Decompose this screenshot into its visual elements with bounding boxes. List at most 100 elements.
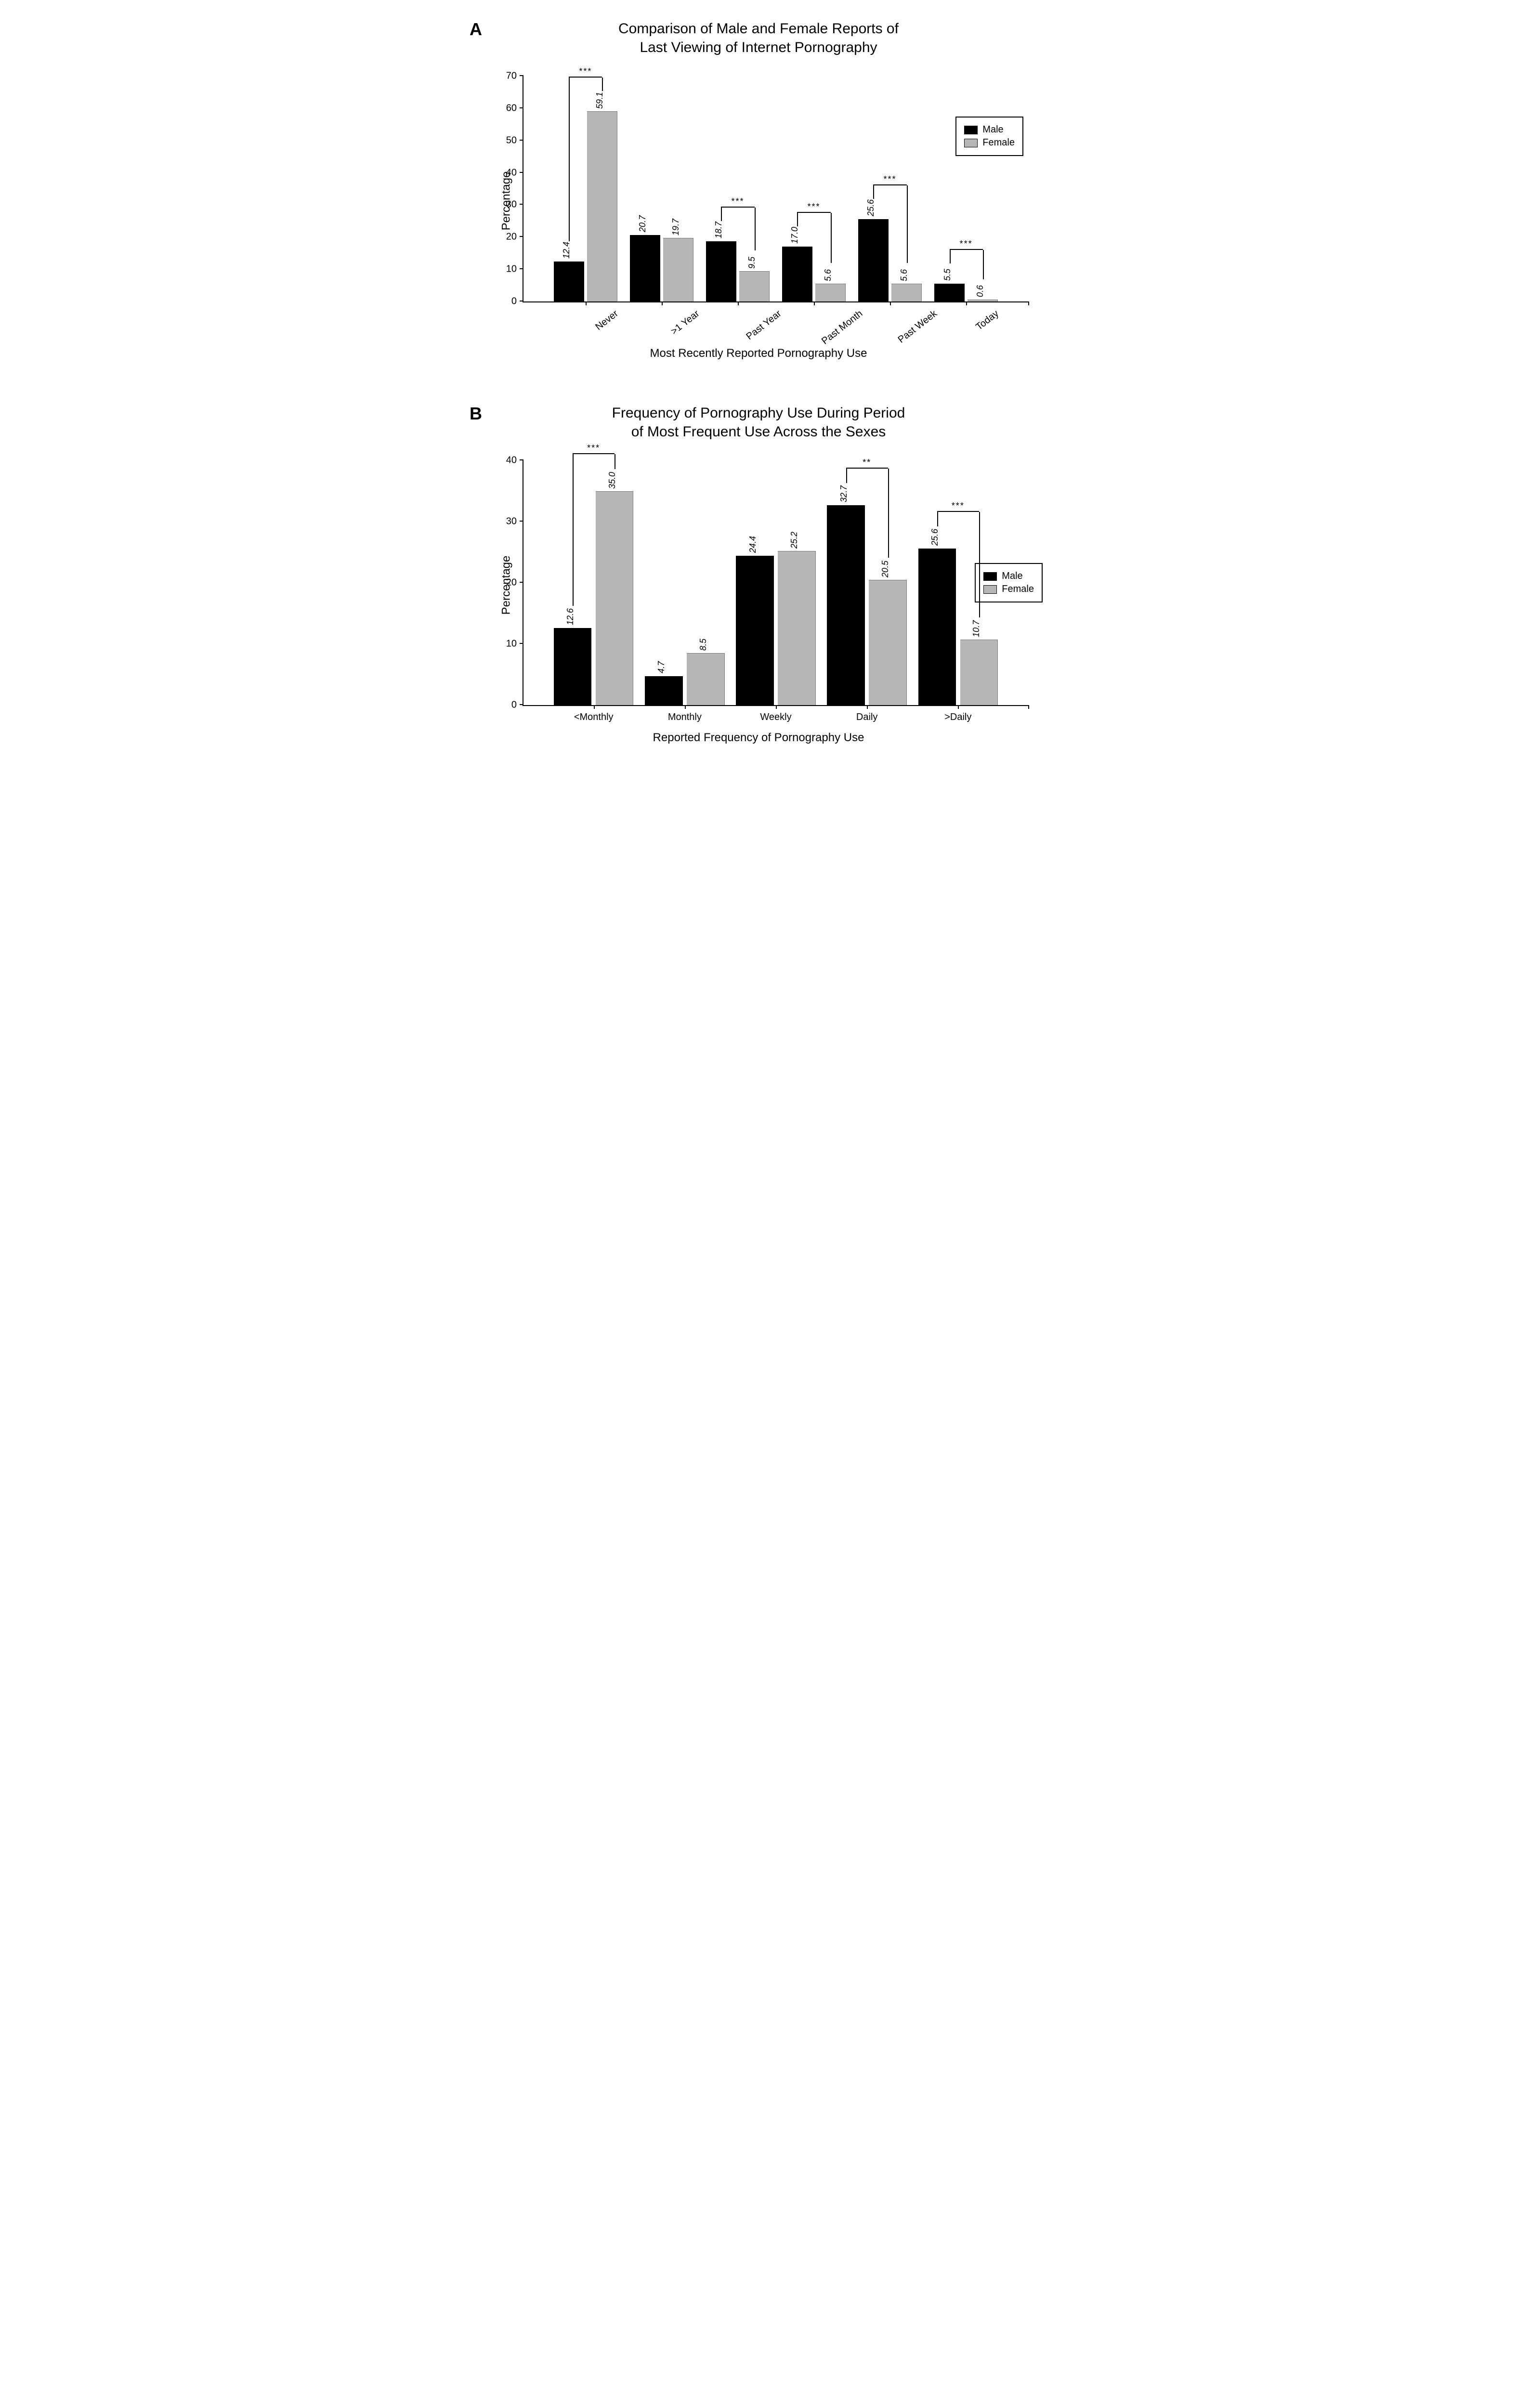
sig-drop	[979, 512, 980, 618]
y-tick	[520, 268, 523, 269]
panel-a-legend: Male Female	[955, 117, 1023, 156]
bar-value-label: 25.2	[789, 532, 799, 549]
legend-swatch-male	[964, 126, 978, 134]
legend-male: Male	[964, 124, 1015, 135]
x-tick	[586, 301, 587, 305]
bar-value-label: 25.6	[866, 199, 876, 216]
sig-bracket: ***	[937, 511, 979, 512]
panel-b-title-line2: of Most Frequent Use Across the Sexes	[631, 424, 886, 440]
y-tick	[520, 643, 523, 644]
y-tick	[520, 140, 523, 141]
sig-label: ***	[807, 202, 820, 212]
bar-female: 8.5	[687, 653, 725, 705]
bar-value-label: 20.7	[638, 215, 648, 232]
x-tick-label: Past Year	[744, 308, 784, 342]
panel-b: B Frequency of Pornography Use During Pe…	[470, 404, 1047, 749]
sig-drop	[873, 185, 874, 199]
panel-a-plot-area: Male Female 010203040506070Never12.459.1…	[523, 76, 1028, 302]
sig-label: ***	[952, 501, 965, 511]
x-tick	[814, 301, 815, 305]
bar-value-label: 35.0	[607, 471, 617, 488]
bar-male: 4.7	[645, 676, 683, 705]
bar-value-label: 5.6	[899, 269, 909, 281]
bar-female: 20.5	[869, 580, 907, 705]
panel-b-chart: Percentage Male Female 010203040<Monthly…	[470, 451, 1047, 749]
legend-female: Female	[983, 584, 1034, 595]
panel-a-title: Comparison of Male and Female Reports of…	[470, 19, 1047, 57]
bar-male: 12.6	[554, 628, 592, 705]
bar-value-label: 25.6	[930, 529, 940, 546]
sig-bracket: ***	[573, 453, 615, 454]
x-tick	[890, 301, 891, 305]
legend-male-label: Male	[982, 124, 1003, 135]
bar-value-label: 18.7	[714, 222, 724, 238]
x-tick	[738, 301, 739, 305]
x-tick	[776, 705, 777, 709]
figure: A Comparison of Male and Female Reports …	[470, 19, 1047, 749]
legend-female-label: Female	[1002, 584, 1034, 595]
legend-swatch-male	[983, 572, 997, 581]
bar-value-label: 20.5	[880, 561, 890, 577]
y-tick	[520, 172, 523, 173]
y-tick-label: 0	[511, 296, 517, 307]
bar-male: 12.4	[554, 262, 584, 301]
x-tick-label: Past Week	[896, 308, 940, 345]
bar-value-label: 32.7	[839, 485, 849, 502]
bar-female: 10.7	[960, 640, 998, 705]
bar-value-label: 17.0	[790, 227, 800, 244]
x-tick-label: Monthly	[668, 712, 702, 723]
y-tick	[520, 459, 523, 460]
bar-male: 20.7	[630, 235, 660, 301]
bar-female: 5.6	[815, 284, 846, 301]
sig-drop	[950, 250, 951, 263]
bar-value-label: 12.4	[562, 242, 572, 259]
bar-male: 5.5	[934, 284, 965, 301]
sig-bracket: ***	[950, 249, 983, 250]
x-tick	[966, 301, 967, 305]
legend-male: Male	[983, 571, 1034, 582]
y-tick	[520, 582, 523, 583]
sig-label: ***	[731, 196, 744, 207]
sig-drop	[907, 185, 908, 263]
bar-female: 25.2	[778, 551, 816, 705]
sig-drop	[888, 469, 889, 558]
bar-female: 59.1	[587, 111, 617, 301]
bar-male: 24.4	[736, 556, 774, 705]
bar-female: 5.6	[891, 284, 922, 301]
sig-label: **	[863, 458, 871, 468]
y-tick	[520, 704, 523, 705]
bar-value-label: 0.6	[975, 285, 985, 297]
x-tick-label: Weekly	[760, 712, 791, 723]
y-tick-label: 10	[506, 264, 517, 275]
sig-drop	[846, 469, 847, 483]
bar-value-label: 19.7	[671, 219, 681, 236]
sig-bracket: ***	[569, 77, 602, 78]
x-tick-label: Today	[974, 308, 1001, 333]
bar-value-label: 10.7	[971, 620, 981, 637]
y-tick	[520, 75, 523, 76]
panel-a-title-line1: Comparison of Male and Female Reports of	[618, 21, 899, 37]
sig-drop	[755, 208, 756, 251]
sig-bracket: ***	[873, 184, 906, 185]
axis-end-tick	[1028, 301, 1029, 305]
panel-a-label: A	[470, 19, 482, 39]
panel-a: A Comparison of Male and Female Reports …	[470, 19, 1047, 365]
legend-swatch-female	[983, 585, 997, 594]
x-tick-label: Past Month	[820, 308, 865, 347]
x-tick	[685, 705, 686, 709]
bar-male: 25.6	[918, 549, 956, 705]
y-tick-label: 70	[506, 71, 517, 82]
panel-b-title: Frequency of Pornography Use During Peri…	[470, 404, 1047, 441]
y-tick-label: 50	[506, 135, 517, 146]
bar-value-label: 24.4	[748, 536, 758, 553]
x-tick	[958, 705, 959, 709]
x-tick-label: Never	[593, 308, 620, 333]
bar-female: 19.7	[663, 238, 693, 301]
bar-male: 25.6	[858, 219, 889, 301]
sig-label: ***	[587, 443, 600, 453]
y-tick-label: 20	[506, 577, 517, 589]
x-tick	[662, 301, 663, 305]
x-tick-label: >1 Year	[669, 308, 702, 337]
sig-drop	[831, 213, 832, 263]
bar-female: 0.6	[968, 300, 998, 301]
